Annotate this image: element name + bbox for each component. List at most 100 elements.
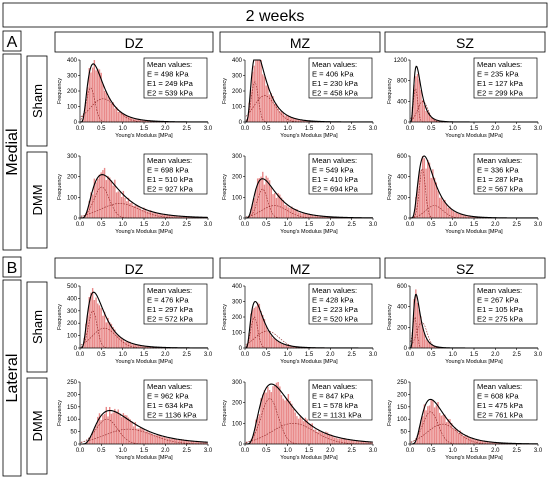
bar-medial-sham-dz [135, 119, 136, 122]
bar-lateral-dmm-dz [109, 407, 110, 444]
stats-e1-medial-dmm-dz: E1 = 510 kPa [147, 175, 194, 184]
stats-e-medial-sham-sz: E = 235 kPa [477, 70, 519, 79]
bar-medial-dmm-sz [422, 156, 423, 218]
bar-lateral-dmm-sz [430, 400, 431, 444]
xtick-medial-sham-dz-2: 1.0 [118, 126, 127, 132]
bar-medial-sham-dz [124, 115, 125, 122]
bar-lateral-dmm-sz [458, 433, 459, 444]
bar-medial-dmm-dz [116, 192, 117, 218]
bar-medial-sham-mz [284, 115, 285, 122]
stats-title-medial-dmm-sz: Mean values: [477, 156, 522, 165]
bar-medial-dmm-mz [300, 213, 301, 218]
xtick-lateral-dmm-sz-4: 2.0 [491, 448, 500, 454]
ytick-lateral-dmm-dz-1: 50 [70, 430, 77, 436]
bar-lateral-sham-dz [123, 340, 124, 348]
bar-medial-dmm-mz [289, 208, 290, 218]
bar-medial-dmm-mz [265, 176, 266, 218]
xlabel-lateral-sham-mz: Young's Modulus [MPa] [280, 359, 338, 365]
bar-lateral-dmm-mz [286, 399, 287, 444]
bar-medial-sham-dz [118, 112, 119, 122]
column-header-sz-a: SZ [456, 35, 474, 51]
bar-lateral-dmm-dz [184, 440, 185, 444]
bar-medial-sham-mz [257, 60, 258, 122]
stats-e2-lateral-sham-sz: E2 = 275 kPa [477, 315, 524, 324]
xtick-lateral-sham-mz-6: 3.0 [369, 352, 378, 358]
bar-lateral-dmm-sz [475, 440, 476, 444]
ytick-medial-sham-mz-2: 200 [232, 89, 243, 95]
bar-medial-sham-sz [425, 111, 426, 122]
xtick-medial-sham-mz-1: 0.5 [262, 126, 271, 132]
row-label-dmm-a: DMM [30, 184, 45, 215]
ylabel-lateral-dmm-mz: Frequency [222, 400, 228, 426]
bar-lateral-dmm-mz [315, 429, 316, 444]
ytick-lateral-sham-mz-3: 300 [232, 300, 243, 306]
bar-lateral-dmm-mz [324, 434, 325, 444]
bar-lateral-dmm-mz [342, 439, 343, 444]
stats-title-medial-dmm-mz: Mean values: [312, 156, 357, 165]
bar-lateral-dmm-dz [162, 437, 163, 444]
xtick-lateral-sham-sz-2: 1.0 [448, 352, 457, 358]
bar-lateral-dmm-mz [276, 383, 277, 444]
bar-medial-dmm-dz [102, 170, 103, 218]
stats-e-lateral-dmm-dz: E = 962 kPa [147, 392, 189, 401]
bar-lateral-sham-dz [133, 345, 134, 348]
bar-lateral-sham-sz [417, 303, 418, 348]
ytick-lateral-dmm-dz-2: 100 [67, 417, 78, 423]
bar-lateral-dmm-dz [174, 439, 175, 444]
bar-lateral-dmm-mz [322, 432, 323, 444]
ytick-lateral-dmm-sz-1: 50 [400, 430, 407, 436]
bar-medial-dmm-dz [138, 207, 139, 218]
ylabel-lateral-sham-dz: Frequency [57, 304, 63, 330]
bar-lateral-dmm-dz [177, 440, 178, 444]
xtick-medial-sham-dz-0: 0.0 [76, 126, 85, 132]
bar-medial-dmm-dz [106, 180, 107, 218]
bar-medial-dmm-dz [121, 197, 122, 218]
xtick-medial-dmm-sz-2: 1.0 [448, 222, 457, 228]
bar-medial-dmm-dz [133, 206, 134, 218]
ylabel-lateral-dmm-sz: Frequency [387, 400, 393, 426]
stats-title-lateral-sham-dz: Mean values: [147, 286, 192, 295]
stats-e-lateral-sham-sz: E = 267 kPa [477, 296, 519, 305]
stats-e-medial-sham-mz: E = 406 kPa [312, 70, 354, 79]
bar-medial-sham-dz [111, 103, 112, 122]
bar-lateral-dmm-dz [119, 413, 120, 444]
xlabel-lateral-dmm-mz: Young's Modulus [MPa] [280, 455, 338, 461]
xtick-lateral-dmm-mz-0: 0.0 [241, 448, 250, 454]
bar-lateral-dmm-dz [131, 421, 132, 444]
xtick-medial-sham-sz-3: 1.5 [470, 126, 479, 132]
xtick-medial-dmm-mz-4: 2.0 [326, 222, 335, 228]
xtick-medial-dmm-sz-4: 2.0 [491, 222, 500, 228]
bar-lateral-dmm-dz [121, 417, 122, 444]
bar-medial-sham-mz [279, 111, 280, 122]
stats-e2-medial-sham-mz: E2 = 458 kPa [312, 89, 359, 98]
bar-medial-dmm-sz [437, 191, 438, 218]
bar-lateral-dmm-mz [294, 413, 295, 444]
xtick-lateral-dmm-sz-6: 3.0 [534, 448, 543, 454]
ytick-medial-sham-mz-3: 300 [232, 74, 243, 80]
bar-lateral-dmm-dz [165, 438, 166, 444]
column-header-dz-b: DZ [125, 261, 144, 277]
bar-lateral-dmm-dz [159, 435, 160, 444]
bar-lateral-dmm-dz [129, 419, 130, 444]
stats-e2-lateral-dmm-dz: E2 = 1136 kPa [147, 411, 197, 420]
bar-lateral-sham-mz [255, 307, 256, 348]
bar-lateral-dmm-mz [293, 409, 294, 444]
bar-medial-dmm-sz [420, 170, 421, 218]
xtick-medial-sham-mz-6: 3.0 [369, 126, 378, 132]
ytick-medial-sham-mz-4: 400 [232, 58, 243, 64]
ytick-medial-sham-mz-1: 100 [232, 105, 243, 111]
xtick-medial-sham-mz-2: 1.0 [283, 126, 292, 132]
ytick-medial-sham-dz-3: 300 [67, 74, 78, 80]
bar-lateral-dmm-dz [140, 427, 141, 444]
bar-lateral-sham-dz [90, 293, 91, 348]
xtick-lateral-sham-sz-5: 2.5 [512, 352, 521, 358]
bar-lateral-dmm-dz [176, 439, 177, 444]
section-medial-label: Medial [4, 128, 21, 175]
ylabel-lateral-sham-mz: Frequency [222, 304, 228, 330]
xtick-medial-dmm-mz-5: 2.5 [347, 222, 356, 228]
stats-e2-medial-sham-sz: E2 = 299 kPa [477, 89, 524, 98]
xlabel-medial-sham-dz: Young's Modulus [MPa] [115, 133, 173, 139]
bar-medial-sham-dz [106, 93, 107, 122]
xtick-medial-dmm-mz-6: 3.0 [369, 222, 378, 228]
